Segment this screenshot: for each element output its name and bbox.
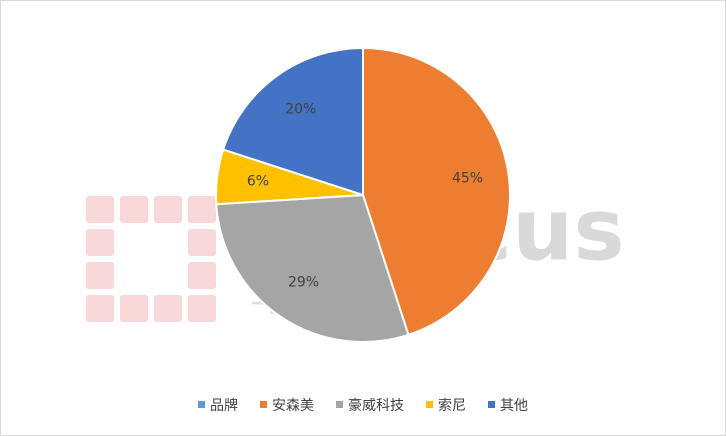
- logo-square: [188, 295, 216, 322]
- logo-square: [86, 262, 114, 289]
- watermark-logo: [86, 196, 216, 322]
- legend-swatch: [426, 401, 433, 408]
- data-label: 6%: [247, 174, 269, 190]
- logo-square: [154, 295, 182, 322]
- data-label: 29%: [288, 275, 319, 291]
- logo-square: [86, 295, 114, 322]
- pie-slice: [362, 46, 511, 337]
- logo-square: [188, 196, 216, 223]
- legend-label: 安森美: [272, 398, 314, 414]
- legend-swatch: [198, 401, 205, 408]
- logo-square: [120, 295, 148, 322]
- pie-slice: [215, 193, 410, 343]
- logo-square: [86, 229, 114, 256]
- logo-square: [188, 229, 216, 256]
- legend-swatch: [336, 401, 343, 408]
- legend-label: 品牌: [210, 397, 238, 414]
- legend-swatch: [260, 401, 267, 408]
- logo-square: [86, 196, 114, 223]
- data-label: 45%: [452, 170, 483, 186]
- logo-square: [120, 196, 148, 223]
- logo-square: [154, 196, 182, 223]
- pie-slice: [221, 46, 364, 197]
- data-label: 20%: [285, 101, 316, 117]
- legend-label: 其他: [500, 398, 528, 414]
- logo-square: [188, 262, 216, 289]
- legend-label: 索尼: [438, 397, 466, 414]
- legend-swatch: [488, 401, 495, 408]
- legend-label: 豪威科技: [348, 398, 404, 414]
